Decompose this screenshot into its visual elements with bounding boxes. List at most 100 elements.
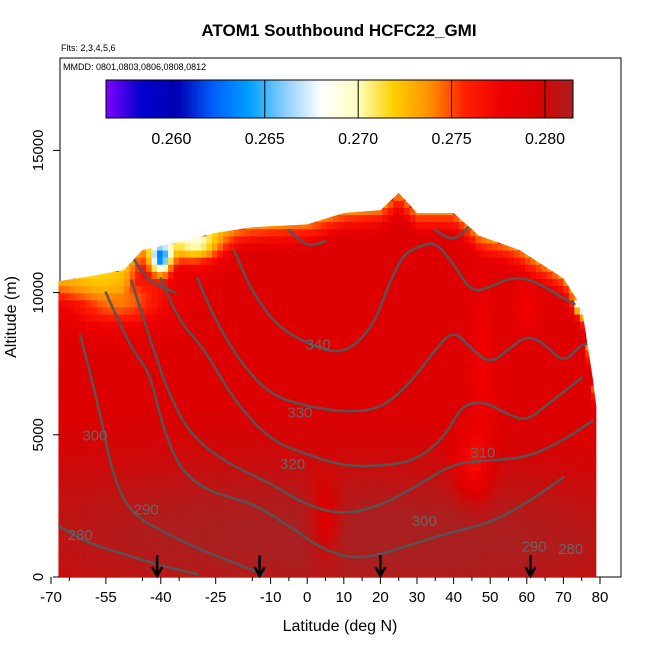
heatmap-cell	[69, 313, 76, 322]
heatmap-cell	[266, 299, 274, 308]
heatmap-cell	[272, 328, 279, 336]
heatmap-cell	[393, 257, 400, 265]
heatmap-cell	[305, 349, 312, 358]
heatmap-cell	[250, 392, 257, 400]
heatmap-cell	[173, 349, 180, 358]
heatmap-cell	[338, 399, 345, 407]
heatmap-cell	[201, 434, 208, 443]
heatmap-cell	[420, 392, 427, 400]
heatmap-cell	[58, 498, 65, 507]
heatmap-cell	[195, 242, 202, 251]
heatmap-cell	[360, 221, 367, 230]
heatmap-cell	[250, 214, 257, 223]
heatmap-cell	[272, 342, 279, 351]
heatmap-cell	[102, 271, 109, 279]
heatmap-cell	[212, 420, 219, 429]
heatmap-cell	[239, 179, 245, 187]
heatmap-cell	[376, 313, 383, 322]
heatmap-cell	[310, 306, 317, 315]
heatmap-cell	[102, 335, 109, 343]
heatmap-cell	[519, 321, 526, 329]
heatmap-cell	[157, 434, 164, 443]
heatmap-cell	[349, 520, 356, 528]
heatmap-cell	[228, 306, 235, 315]
heatmap-cell	[442, 534, 449, 543]
heatmap-cell	[310, 193, 317, 194]
heatmap-cell	[63, 555, 70, 564]
heatmap-cell	[360, 349, 367, 358]
heatmap-cell	[437, 569, 444, 577]
heatmap-cell	[201, 349, 208, 358]
heatmap-cell	[513, 228, 521, 237]
heatmap-cell	[234, 406, 241, 415]
heatmap-cell	[239, 306, 246, 315]
heatmap-cell	[294, 356, 301, 365]
heatmap-cell	[223, 385, 230, 393]
heatmap-cell	[266, 193, 274, 194]
heatmap-cell	[475, 377, 482, 386]
heatmap-cell	[360, 385, 367, 393]
heatmap-cell	[244, 569, 252, 577]
heatmap-cell	[140, 385, 147, 393]
heatmap-cell	[140, 207, 147, 215]
heatmap-cell	[239, 427, 246, 436]
heatmap-cell	[338, 569, 345, 577]
heatmap-cell	[519, 562, 526, 571]
heatmap-cell	[206, 449, 213, 457]
heatmap-cell	[74, 456, 81, 464]
heatmap-cell	[513, 335, 521, 343]
heatmap-cell	[129, 449, 136, 457]
heatmap-cell	[223, 200, 230, 208]
heatmap-cell	[234, 264, 241, 272]
heatmap-cell	[299, 214, 306, 223]
heatmap-cell	[168, 235, 175, 244]
heatmap-cell	[448, 179, 454, 187]
heatmap-cell	[524, 441, 532, 450]
heatmap-cell	[503, 470, 510, 479]
heatmap-cell	[206, 221, 213, 230]
heatmap-cell	[179, 179, 185, 187]
heatmap-cell	[277, 477, 285, 486]
heatmap-cell	[420, 193, 427, 201]
heatmap-cell	[431, 264, 438, 272]
heatmap-cell	[448, 456, 455, 464]
heatmap-cell	[228, 406, 235, 415]
heatmap-cell	[80, 420, 87, 429]
heatmap-cell	[486, 569, 493, 577]
heatmap-cell	[212, 520, 219, 528]
heatmap-cell	[327, 555, 334, 564]
heatmap-cell	[272, 377, 279, 386]
heatmap-cell	[475, 271, 482, 279]
heatmap-cell	[338, 413, 345, 422]
heatmap-cell	[530, 392, 537, 400]
heatmap-cell	[96, 548, 103, 557]
heatmap-cell	[393, 313, 400, 322]
heatmap-cell	[184, 456, 191, 464]
heatmap-cell	[124, 385, 131, 393]
heatmap-cell	[74, 399, 81, 407]
heatmap-cell	[294, 548, 301, 557]
heatmap-cell	[288, 470, 295, 479]
heatmap-cell	[80, 541, 87, 550]
heatmap-cell	[393, 427, 400, 436]
heatmap-cell	[508, 257, 515, 265]
heatmap-cell	[535, 505, 543, 514]
heatmap-cell	[481, 179, 487, 187]
heatmap-cell	[535, 477, 543, 486]
heatmap-cell	[294, 513, 301, 521]
heatmap-cell	[343, 257, 350, 265]
heatmap-cell	[448, 285, 455, 294]
heatmap-cell	[266, 569, 274, 577]
heatmap-cell	[393, 370, 400, 379]
heatmap-cell	[448, 271, 455, 279]
heatmap-cell	[146, 249, 153, 258]
heatmap-cell	[272, 569, 279, 577]
heatmap-cell	[393, 569, 400, 577]
heatmap-cell	[124, 427, 131, 436]
heatmap-cell	[255, 235, 263, 244]
heatmap-cell	[420, 342, 427, 351]
heatmap-cell	[398, 242, 405, 251]
heatmap-cell	[513, 449, 521, 457]
heatmap-cell	[74, 285, 81, 294]
heatmap-cell	[261, 470, 268, 479]
